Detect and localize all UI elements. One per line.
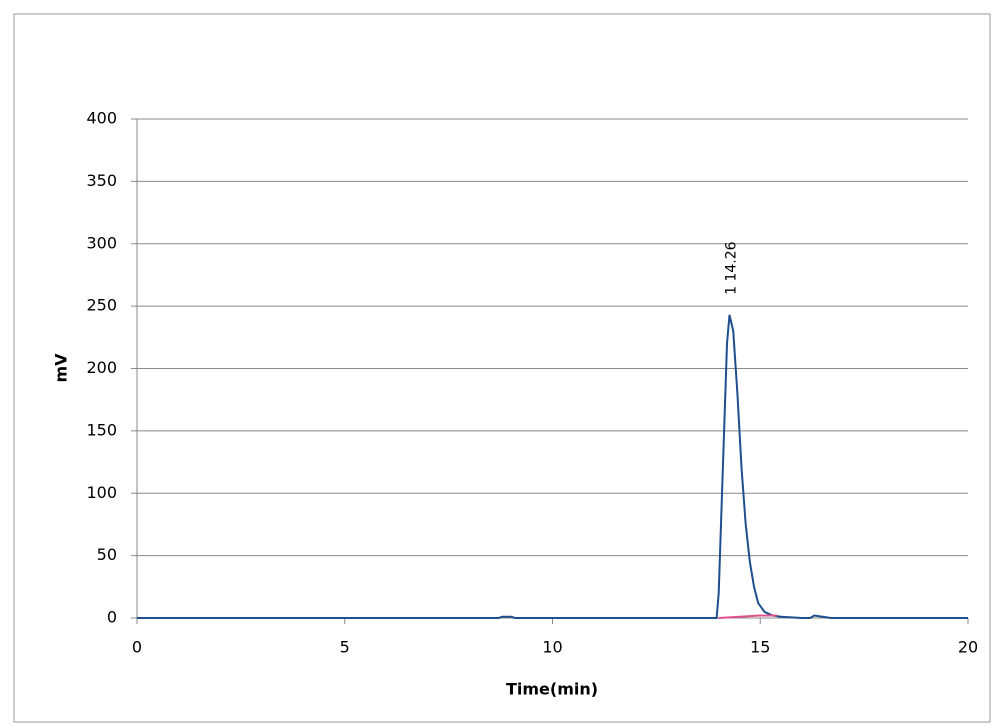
x-tick-label: 5 <box>340 638 350 657</box>
y-tick-label: 0 <box>107 608 117 627</box>
x-tick-label: 10 <box>542 638 562 657</box>
x-axis-label: Time(min) <box>506 680 598 699</box>
x-tick-label: 0 <box>132 638 142 657</box>
y-tick-label: 50 <box>97 545 117 564</box>
x-tick-label: 20 <box>958 638 978 657</box>
y-tick-label: 150 <box>86 420 117 439</box>
peak-annotation: 1 14.26 <box>724 241 740 295</box>
y-tick-label: 350 <box>86 171 117 190</box>
y-tick-label: 100 <box>86 483 117 502</box>
data-line <box>137 314 968 619</box>
y-tick-label: 250 <box>86 296 117 315</box>
y-tick-label: 300 <box>86 233 117 252</box>
data-line <box>718 614 777 619</box>
x-tick-label: 15 <box>750 638 770 657</box>
y-axis-label: mV <box>52 353 71 383</box>
y-tick-label: 400 <box>86 109 117 128</box>
y-tick-label: 200 <box>86 358 117 377</box>
